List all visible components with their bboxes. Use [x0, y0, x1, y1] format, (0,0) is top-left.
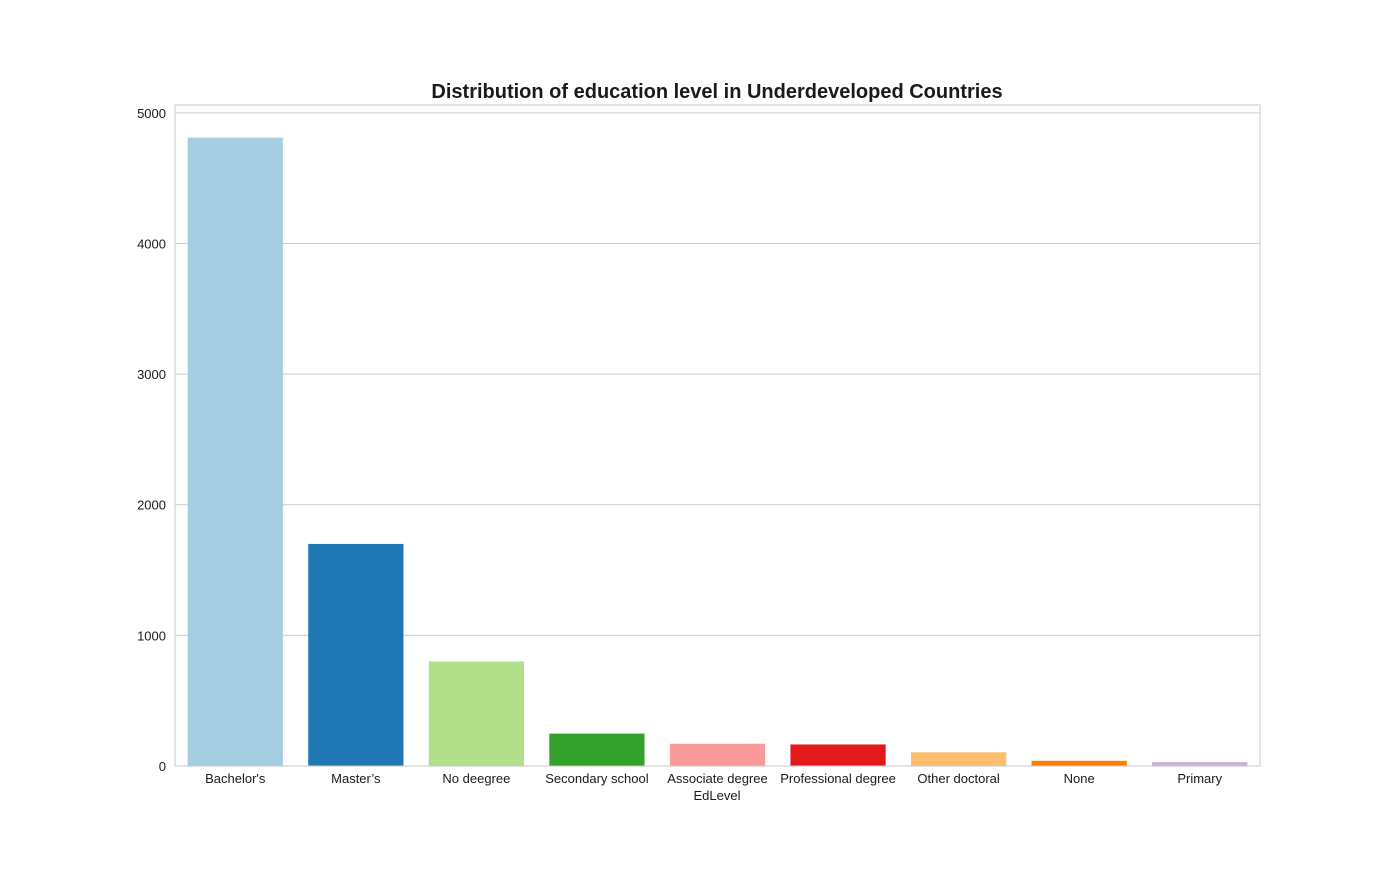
y-tick-label-1: 1000 — [137, 628, 166, 643]
x-axis-label: EdLevel — [694, 788, 741, 803]
x-tick-label-6: Other doctoral — [917, 771, 999, 786]
x-tick-label-5: Professional degree — [780, 771, 896, 786]
bar-secondary-school — [549, 733, 645, 766]
y-tick-label-4: 4000 — [137, 236, 166, 251]
y-tick-label-0: 0 — [159, 759, 166, 774]
x-axis-ticks: Bachelor's Master’s No deegree Secondary sc… — [205, 771, 1222, 786]
x-tick-label-2: No deegree — [442, 771, 510, 786]
bar-none — [1031, 760, 1127, 766]
bar-master-s — [308, 543, 404, 766]
bar-professional-degree — [790, 744, 886, 766]
bar-associate-degree — [669, 743, 766, 766]
bar-no-deegree — [428, 661, 525, 766]
x-tick-label-4: Associate degree — [667, 771, 767, 786]
y-tick-label-5: 5000 — [137, 106, 166, 121]
x-tick-label-8: Primary — [1177, 771, 1222, 786]
x-tick-label-1: Master’s — [331, 771, 381, 786]
plot-area-frame — [174, 104, 1261, 767]
x-tick-label-7: None — [1064, 771, 1095, 786]
bars — [187, 137, 1248, 767]
x-tick-label-0: Bachelor's — [205, 771, 266, 786]
bar-bachelor-s — [187, 137, 283, 767]
y-axis-ticks: 0 1000 2000 3000 4000 5000 — [137, 106, 166, 774]
bar-primary — [1152, 762, 1248, 766]
y-tick-label-3: 3000 — [137, 367, 166, 382]
bar-other-doctoral — [910, 752, 1007, 766]
chart-title: Distribution of education level in Under… — [431, 81, 1002, 103]
y-tick-label-2: 2000 — [137, 498, 166, 513]
x-tick-label-3: Secondary school — [545, 771, 648, 786]
